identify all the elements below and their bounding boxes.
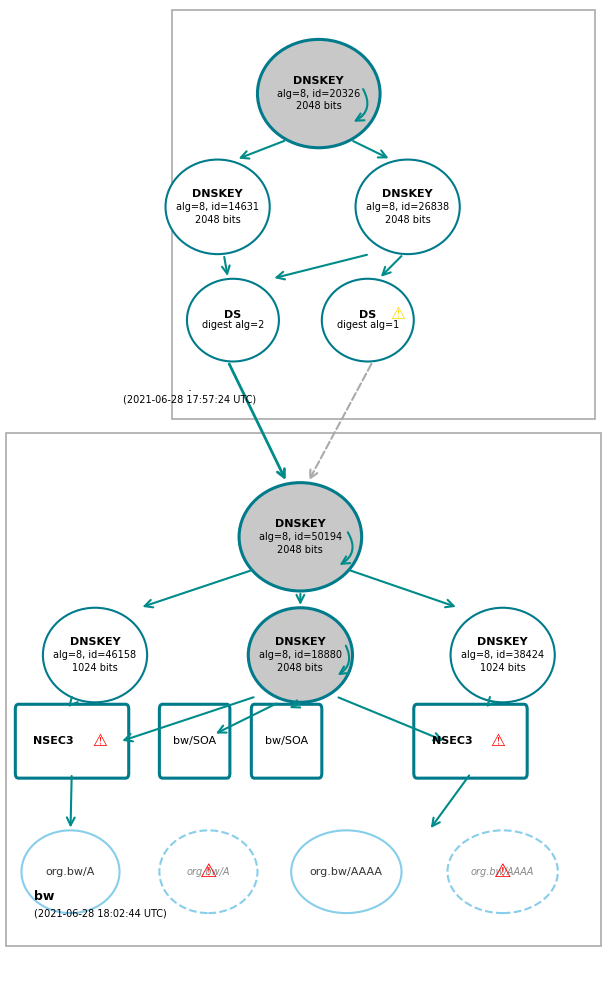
Text: org.bw/AAAA: org.bw/AAAA [471, 867, 535, 877]
Ellipse shape [447, 830, 558, 913]
Ellipse shape [187, 279, 279, 361]
Text: alg=8, id=18880: alg=8, id=18880 [259, 650, 342, 660]
Ellipse shape [43, 608, 147, 702]
Text: alg=8, id=46158: alg=8, id=46158 [53, 650, 137, 660]
Ellipse shape [356, 160, 460, 254]
Text: bw/SOA: bw/SOA [173, 736, 216, 747]
Text: DNSKEY: DNSKEY [275, 637, 326, 647]
Text: bw/SOA: bw/SOA [265, 736, 308, 747]
Text: 2048 bits: 2048 bits [296, 101, 341, 111]
Text: alg=8, id=14631: alg=8, id=14631 [176, 202, 259, 212]
Text: digest alg=2: digest alg=2 [202, 320, 264, 330]
Text: alg=8, id=38424: alg=8, id=38424 [461, 650, 544, 660]
Text: ⚠: ⚠ [92, 732, 107, 751]
FancyBboxPatch shape [15, 704, 129, 778]
Text: DNSKEY: DNSKEY [478, 637, 528, 647]
Text: 2048 bits: 2048 bits [385, 215, 430, 225]
Text: ⚠: ⚠ [494, 862, 511, 882]
Text: .: . [188, 380, 192, 394]
Ellipse shape [257, 39, 380, 148]
Text: 2048 bits: 2048 bits [278, 663, 323, 673]
Text: 2048 bits: 2048 bits [195, 215, 240, 225]
Text: DNSKEY: DNSKEY [70, 637, 120, 647]
Text: alg=8, id=50194: alg=8, id=50194 [259, 532, 342, 542]
FancyBboxPatch shape [414, 704, 527, 778]
Text: 1024 bits: 1024 bits [480, 663, 525, 673]
Text: DNSKEY: DNSKEY [294, 76, 344, 86]
Text: alg=8, id=26838: alg=8, id=26838 [366, 202, 449, 212]
Ellipse shape [322, 279, 414, 361]
Text: bw: bw [34, 889, 54, 903]
Text: digest alg=1: digest alg=1 [337, 320, 399, 330]
Ellipse shape [291, 830, 402, 913]
Text: DS: DS [359, 310, 376, 320]
Ellipse shape [159, 830, 257, 913]
FancyBboxPatch shape [159, 704, 230, 778]
Ellipse shape [248, 608, 352, 702]
Text: DNSKEY: DNSKEY [192, 189, 243, 199]
Text: NSEC3: NSEC3 [432, 736, 473, 747]
Text: ⚠: ⚠ [390, 305, 405, 323]
Text: org.bw/A: org.bw/A [46, 867, 95, 877]
Text: (2021-06-28 17:57:24 UTC): (2021-06-28 17:57:24 UTC) [123, 395, 257, 405]
Text: (2021-06-28 18:02:44 UTC): (2021-06-28 18:02:44 UTC) [34, 908, 167, 918]
FancyBboxPatch shape [6, 433, 601, 946]
Text: alg=8, id=20326: alg=8, id=20326 [277, 89, 360, 98]
Ellipse shape [21, 830, 120, 913]
Ellipse shape [451, 608, 555, 702]
Text: DNSKEY: DNSKEY [275, 519, 326, 529]
Text: org.bw/AAAA: org.bw/AAAA [310, 867, 383, 877]
FancyBboxPatch shape [172, 10, 595, 419]
Text: 2048 bits: 2048 bits [278, 545, 323, 555]
Text: ⚠: ⚠ [490, 732, 506, 751]
Text: DNSKEY: DNSKEY [383, 189, 433, 199]
Text: org.bw/A: org.bw/A [187, 867, 230, 877]
Ellipse shape [239, 483, 362, 591]
Text: NSEC3: NSEC3 [33, 736, 74, 747]
Ellipse shape [166, 160, 270, 254]
FancyBboxPatch shape [251, 704, 322, 778]
Text: ⚠: ⚠ [200, 862, 217, 882]
Text: 1024 bits: 1024 bits [72, 663, 118, 673]
Text: DS: DS [224, 310, 242, 320]
